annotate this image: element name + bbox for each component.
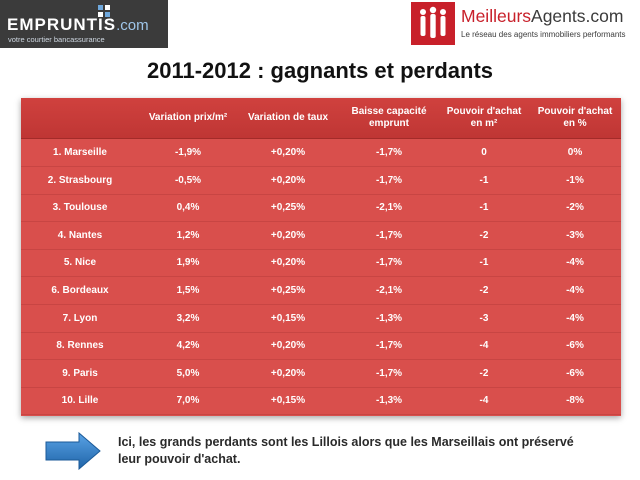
value-cell: -1,3% — [375, 395, 403, 407]
header-price-variation: Variation prix/m² — [148, 112, 228, 123]
city-cell: 7. Lyon — [62, 312, 98, 324]
value-cell: 1,2% — [176, 229, 200, 241]
value-cell: -1 — [479, 257, 489, 269]
value-cell: 0 — [481, 147, 487, 158]
city-cell: 6. Bordeaux — [51, 285, 109, 296]
table-row: 5. Nice 1,9% +0,20% -1,7% -1 -4% — [21, 249, 621, 278]
value-cell: -3% — [566, 229, 584, 241]
value-cell: 4,2% — [176, 340, 200, 352]
value-cell: 1,5% — [176, 285, 200, 296]
value-cell: +0,20% — [270, 147, 306, 158]
value-cell: -2,1% — [375, 285, 403, 296]
value-cell: -1,7% — [375, 147, 403, 158]
city-cell: 8. Rennes — [56, 340, 104, 352]
header-purchasing-power-pct: Pouvoir d'achat en % — [537, 106, 613, 129]
value-cell: +0,25% — [270, 202, 306, 214]
value-cell: +0,25% — [270, 285, 306, 296]
value-cell: -1,7% — [375, 229, 403, 241]
value-cell: -4% — [566, 312, 584, 324]
value-cell: -1 — [479, 202, 489, 214]
value-cell: -4 — [479, 395, 489, 407]
empruntis-logo: EMPRUNTIS.com votre courtier bancassuran… — [0, 0, 168, 48]
value-cell: 0,4% — [176, 202, 200, 214]
value-cell: -2% — [566, 202, 584, 214]
value-cell: -1,3% — [375, 312, 403, 324]
value-cell: -4% — [566, 257, 584, 269]
value-cell: -1,7% — [375, 367, 403, 379]
table-row: 2. Strasbourg -0,5% +0,20% -1,7% -1 -1% — [21, 167, 621, 195]
value-cell: -0,5% — [174, 174, 202, 186]
table-row: 10. Lille 7,0% +0,15% -1,3% -4 -8% — [21, 387, 621, 416]
value-cell: -1,7% — [375, 257, 403, 269]
value-cell: -6% — [566, 367, 584, 379]
conclusion-note: Ici, les grands perdants sont les Lilloi… — [118, 435, 574, 466]
value-cell: -2 — [479, 285, 489, 296]
value-cell: -6% — [566, 340, 584, 352]
value-cell: 1,9% — [176, 257, 200, 269]
slide-title: 2011-2012 : gagnants et perdants — [146, 58, 494, 83]
value-cell: 0% — [567, 147, 583, 158]
value-cell: -1,7% — [375, 340, 403, 352]
city-cell: 5. Nice — [63, 257, 97, 269]
value-cell: 5,0% — [176, 367, 200, 379]
value-cell: +0,15% — [270, 395, 306, 407]
empruntis-tagline: votre courtier bancassurance — [8, 35, 105, 44]
value-cell: -4 — [479, 340, 489, 352]
city-cell: 9. Paris — [62, 367, 98, 379]
header-purchasing-power-m2: Pouvoir d'achat en m² — [446, 106, 522, 129]
table-row: 1. Marseille -1,9% +0,20% -1,7% 0 0% — [21, 139, 621, 167]
header-rate-variation: Variation de taux — [247, 112, 329, 123]
value-cell: -1,9% — [174, 147, 202, 158]
arrow-right-icon — [45, 431, 101, 471]
value-cell: +0,20% — [270, 367, 306, 379]
meilleursagents-subtitle: Le réseau des agents immobiliers perform… — [461, 30, 626, 39]
value-cell: 7,0% — [176, 395, 200, 407]
meilleursagents-name: MeilleursAgents.com — [461, 6, 624, 26]
table-row: 7. Lyon 3,2% +0,15% -1,3% -3 -4% — [21, 305, 621, 333]
value-cell: -3 — [479, 312, 489, 324]
city-cell: 3. Toulouse — [52, 202, 108, 214]
city-cell: 10. Lille — [61, 395, 99, 407]
value-cell: -2 — [479, 229, 489, 241]
value-cell: -1% — [566, 174, 584, 186]
table-row: 9. Paris 5,0% +0,20% -1,7% -2 -6% — [21, 360, 621, 388]
value-cell: -1 — [479, 174, 489, 186]
results-table: Variation prix/m² Variation de taux Bais… — [21, 98, 621, 416]
value-cell: 3,2% — [176, 312, 200, 324]
header-city — [21, 98, 139, 138]
value-cell: -2,1% — [375, 202, 403, 214]
value-cell: +0,15% — [270, 312, 306, 324]
value-cell: +0,20% — [270, 340, 306, 352]
city-cell: 4. Nantes — [57, 229, 103, 241]
city-cell: 2. Strasbourg — [47, 174, 113, 186]
value-cell: -8% — [566, 395, 584, 407]
meilleursagents-logo: MeilleursAgents.com Le réseau des agents… — [408, 0, 640, 48]
value-cell: -4% — [566, 285, 584, 296]
table-row: 4. Nantes 1,2% +0,20% -1,7% -2 -3% — [21, 222, 621, 250]
logo-squares-icon — [98, 5, 112, 19]
empruntis-brand: EMPRUNTIS.com — [7, 15, 149, 34]
agents-figures-icon — [411, 2, 455, 45]
table-row: 6. Bordeaux 1,5% +0,25% -2,1% -2 -4% — [21, 277, 621, 305]
header-borrowing-capacity: Baisse capacité emprunt — [351, 106, 427, 129]
value-cell: -2 — [479, 367, 489, 379]
table-header: Variation prix/m² Variation de taux Bais… — [21, 98, 621, 139]
value-cell: +0,20% — [270, 174, 306, 186]
table-row: 8. Rennes 4,2% +0,20% -1,7% -4 -6% — [21, 332, 621, 361]
value-cell: -1,7% — [375, 174, 403, 186]
city-cell: 1. Marseille — [53, 147, 107, 158]
value-cell: +0,20% — [270, 257, 306, 269]
table-row: 3. Toulouse 0,4% +0,25% -2,1% -1 -2% — [21, 194, 621, 223]
value-cell: +0,20% — [270, 229, 306, 241]
